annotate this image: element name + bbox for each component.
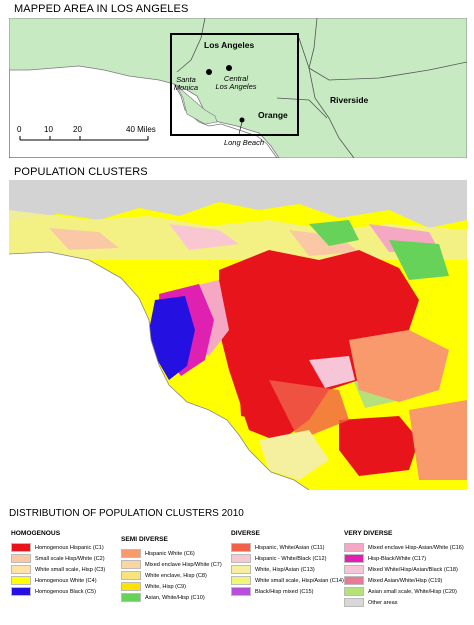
legend-swatch <box>11 554 31 563</box>
orange-county-label: Orange <box>258 110 288 120</box>
legend-item-c13: White, Hisp/Asian (C13) <box>231 564 346 575</box>
legend-item-c5: Homogenous Black (C5) <box>11 586 121 597</box>
legend-swatch <box>231 587 251 596</box>
legend-group-title: VERY DIVERSE <box>344 530 393 537</box>
legend-group-title: SEMI DIVERSE <box>121 536 168 543</box>
legend-swatch <box>121 571 141 580</box>
legend-swatch <box>344 543 364 552</box>
legend-swatch <box>11 587 31 596</box>
scale-tick-40: 40 Miles <box>126 125 156 134</box>
legend-item-c12: Hispanic - White/Black (C12) <box>231 553 346 564</box>
legend-group-homogenous: HOMOGENOUS Homogenous Hispanic (C1) Smal… <box>11 530 121 597</box>
legend-swatch <box>231 543 251 552</box>
legend-swatch <box>231 554 251 563</box>
legend-item-c8: White enclave, Hisp (C8) <box>121 570 231 581</box>
santa-monica-label: Santa Monica <box>173 75 199 92</box>
legend-swatch <box>11 565 31 574</box>
legend-swatch <box>344 554 364 563</box>
legend-item-c7: Mixed enclave Hisp/White (C7) <box>121 559 231 570</box>
legend-swatch <box>344 587 364 596</box>
legend-swatch <box>344 565 364 574</box>
legend-item-c9: White, Hisp (C9) <box>121 581 231 592</box>
long-beach-label: Long Beach <box>223 138 265 147</box>
legend-item-other: Other areas <box>344 597 466 608</box>
legend-item-c14: White small scale, Hisp/Asian (C14) <box>231 575 346 586</box>
legend-swatch <box>11 576 31 585</box>
legend-item-c4: Homogenous White (C4) <box>11 575 121 586</box>
location-map <box>9 18 467 158</box>
legend-swatch <box>121 593 141 602</box>
central-la-label: Central Los Angeles <box>215 74 257 91</box>
los-angeles-label: Los Angeles <box>204 40 255 50</box>
legend-item-c17: Hisp-Black/White (C17) <box>344 553 466 564</box>
scale-bar <box>19 136 149 141</box>
legend-item-c15: Black/Hisp mixed (C15) <box>231 586 346 597</box>
legend-item-c11: Hispanic, White/Asian (C11) <box>231 542 346 553</box>
legend-group-title: DIVERSE <box>231 530 260 537</box>
population-cluster-map <box>9 180 467 490</box>
legend-item-c20: Asian small scale, White/Hisp (C20) <box>344 586 466 597</box>
legend-swatch <box>121 549 141 558</box>
legend-item-c3: White small scale, Hisp (C3) <box>11 564 121 575</box>
riverside-county-label: Riverside <box>330 95 369 105</box>
legend-item-c1: Homogenous Hispanic (C1) <box>11 542 121 553</box>
legend-group-diverse: DIVERSE Hispanic, White/Asian (C11) Hisp… <box>231 530 346 597</box>
scale-tick-0: 0 <box>17 125 22 134</box>
legend-item-c10: Asian, White/Hisp (C10) <box>121 592 231 603</box>
legend-swatch <box>231 576 251 585</box>
legend-item-c2: Small scale Hisp/White (C2) <box>11 553 121 564</box>
mapped-area-box <box>170 33 299 136</box>
legend-swatch <box>344 598 364 607</box>
central-la-dot <box>226 65 232 71</box>
legend-swatch <box>344 576 364 585</box>
santa-monica-dot <box>206 69 212 75</box>
legend-item-c19: Mixed Asian/White/Hisp (C19) <box>344 575 466 586</box>
legend-swatch <box>231 565 251 574</box>
legend-group-title: HOMOGENOUS <box>11 530 61 537</box>
scale-tick-20: 20 <box>73 125 82 134</box>
legend-swatch <box>11 543 31 552</box>
legend-item-c6: Hispanic White (C6) <box>121 548 231 559</box>
land-area <box>9 18 467 158</box>
top-map-title: MAPPED AREA IN LOS ANGELES <box>14 3 189 15</box>
legend-group-very-diverse: VERY DIVERSE Mixed enclave Hisp-Asian/Wh… <box>344 530 466 608</box>
legend: HOMOGENOUS Homogenous Hispanic (C1) Smal… <box>11 530 466 622</box>
legend-group-semi-diverse: SEMI DIVERSE Hispanic White (C6) Mixed e… <box>121 536 231 603</box>
legend-item-c18: Mixed White/Hisp/Asian/Black (C18) <box>344 564 466 575</box>
cluster-map-title: POPULATION CLUSTERS <box>14 166 148 178</box>
legend-item-c16: Mixed enclave Hisp-Asian/White (C16) <box>344 542 466 553</box>
legend-title: DISTRIBUTION OF POPULATION CLUSTERS 2010 <box>9 508 244 519</box>
long-beach-dot <box>239 117 245 123</box>
scale-tick-10: 10 <box>44 125 53 134</box>
legend-swatch <box>121 560 141 569</box>
legend-swatch <box>121 582 141 591</box>
